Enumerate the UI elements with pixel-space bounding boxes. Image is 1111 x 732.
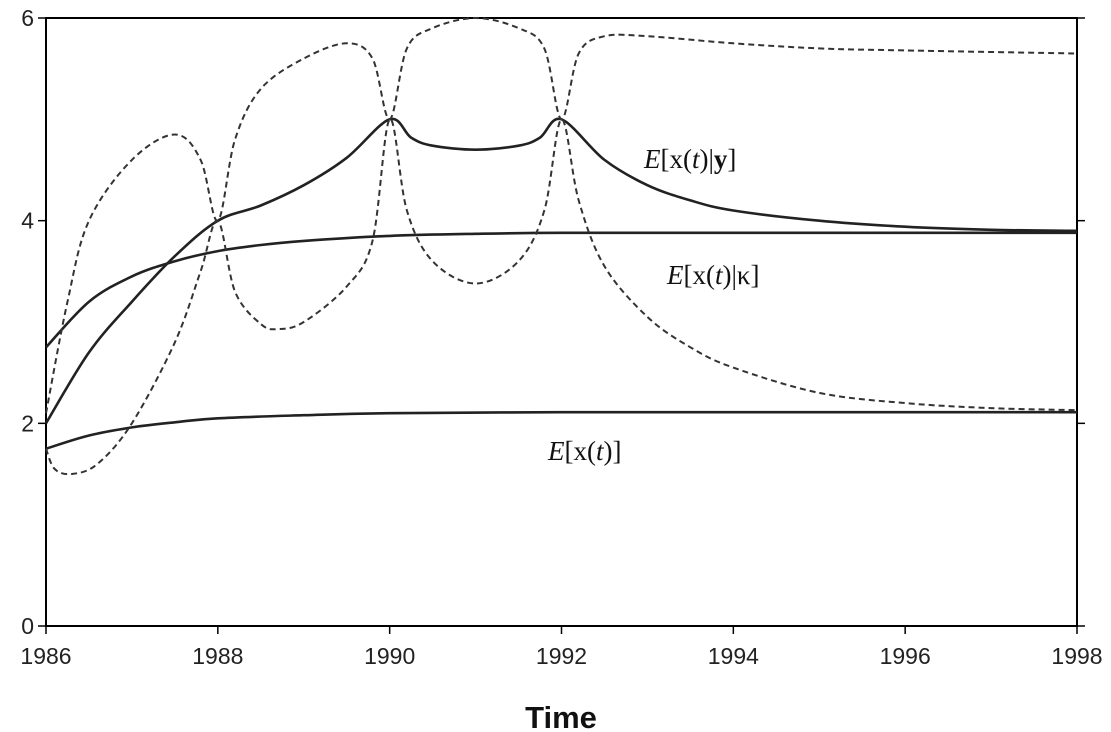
series-label-part: E <box>643 144 661 174</box>
plot-frame <box>45 17 1078 627</box>
x-tick-label: 1990 <box>364 643 415 669</box>
y-tick-label: 2 <box>21 410 34 436</box>
series-label-part: )] <box>604 436 622 466</box>
x-tick-label: 1998 <box>1051 643 1102 669</box>
y-tick-label: 6 <box>21 5 34 31</box>
series-labels: E[x(t)|y]E[x(t)|κ]E[x(t)] <box>547 144 760 466</box>
y-tick-label: 4 <box>21 208 34 234</box>
series-label-part: t <box>715 260 724 290</box>
x-tick-label: 1996 <box>880 643 931 669</box>
y-tick-label: 0 <box>21 613 34 639</box>
x-tick-label: 1988 <box>192 643 243 669</box>
series-label-1: E[x(t)|κ] <box>666 260 760 290</box>
x-axis-label: Time <box>525 700 597 732</box>
x-tick-label: 1992 <box>536 643 587 669</box>
series-line-2 <box>45 410 1077 450</box>
series-label-part: [x( <box>565 436 596 466</box>
series-label-part: ] <box>727 144 736 174</box>
series-label-part: E <box>547 436 565 466</box>
series-label-part: ] <box>751 260 760 290</box>
series-label-part: [x( <box>661 144 692 174</box>
x-tick-label: 1994 <box>708 643 759 669</box>
series-label-part: )| <box>700 144 714 174</box>
series-label-part: κ <box>737 260 751 290</box>
series-lines <box>44 16 1078 476</box>
series-line-3 <box>45 16 1078 414</box>
axis-ticks: 1986 1988 1990 1992 1994 1996 1998 0 2 4 6 <box>20 5 1102 669</box>
x-tick-label: 1986 <box>20 643 71 669</box>
series-label-part: E <box>666 260 684 290</box>
series-label-part: t <box>596 436 605 466</box>
series-label-part: y <box>714 144 728 174</box>
series-label-part: t <box>692 144 701 174</box>
series-label-0: E[x(t)|y] <box>643 144 736 174</box>
series-label-2: E[x(t)] <box>547 436 621 466</box>
plot-area-border <box>45 17 1078 627</box>
series-line-4 <box>45 118 1078 476</box>
series-label-part: [x( <box>684 260 715 290</box>
series-label-part: )| <box>723 260 737 290</box>
series-line-1 <box>45 231 1077 349</box>
series-line-0 <box>44 117 1078 424</box>
